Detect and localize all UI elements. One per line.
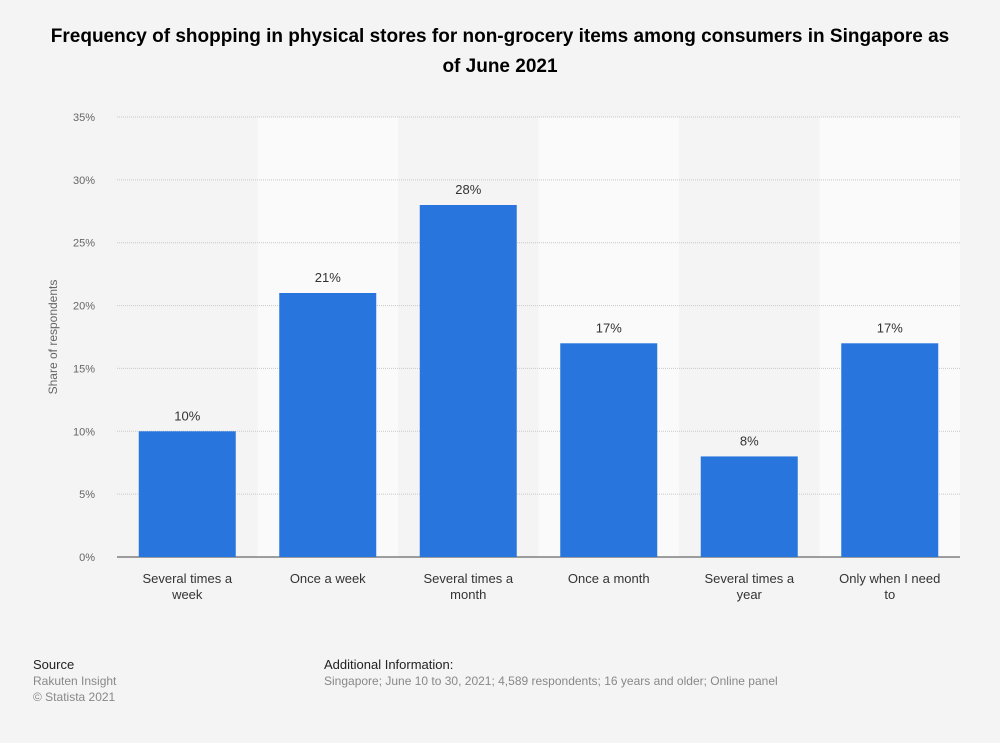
y-tick-label: 30%: [73, 175, 95, 187]
bar: [700, 456, 798, 557]
copyright-text: © Statista 2021: [33, 690, 116, 704]
y-tick-label: 25%: [73, 238, 95, 250]
x-tick-label-line: Only when I need: [839, 571, 940, 586]
x-tick-label-line: to: [884, 587, 895, 602]
x-tick-label: Once a week: [290, 571, 366, 586]
y-tick-label: 20%: [73, 301, 95, 313]
info-heading: Additional Information:: [324, 657, 454, 672]
source-block: Source Rakuten Insight © Statista 2021: [33, 657, 116, 705]
x-tick-label-line: week: [171, 587, 203, 602]
bar: [560, 343, 658, 557]
x-tick-label-line: Once a week: [290, 571, 366, 586]
x-tick-label: Several times a year: [704, 571, 794, 602]
y-tick-label: 35%: [73, 112, 95, 124]
x-tick-label: Several times a month: [423, 571, 513, 602]
chart-title: Frequency of shopping in physical stores…: [50, 26, 950, 77]
x-tick-label-line: Several times a: [423, 571, 513, 586]
y-tick-label: 0%: [79, 552, 95, 564]
bar: [279, 293, 377, 557]
y-tick-label: 15%: [73, 363, 95, 375]
source-heading: Source: [33, 657, 75, 672]
x-tick-label: Once a month: [568, 571, 650, 586]
x-tick-label-line: Once a month: [568, 571, 650, 586]
data-label: 8%: [740, 433, 759, 448]
data-label: 21%: [315, 270, 341, 285]
data-label: 28%: [455, 182, 481, 197]
x-tick-label-line: month: [450, 587, 486, 602]
info-block: Additional Information: Singapore; June …: [324, 657, 778, 689]
info-text: Singapore; June 10 to 30, 2021; 4,589 re…: [324, 674, 778, 688]
data-label: 17%: [596, 320, 622, 335]
bar: [841, 343, 939, 557]
x-tick-label: Several times a week: [142, 571, 232, 602]
y-axis-label: Share of respondents: [46, 280, 60, 395]
source-text[interactable]: Rakuten Insight: [33, 674, 117, 688]
y-tick-label: 5%: [79, 489, 95, 501]
x-tick-label: Only when I need to: [839, 571, 940, 602]
bar: [138, 431, 236, 557]
y-tick-label: 10%: [73, 426, 95, 438]
data-label: 10%: [174, 408, 200, 423]
bar: [419, 205, 517, 557]
x-tick-label-line: year: [737, 587, 763, 602]
data-label: 17%: [877, 320, 903, 335]
x-tick-label-line: Several times a: [142, 571, 232, 586]
x-tick-label-line: Several times a: [704, 571, 794, 586]
